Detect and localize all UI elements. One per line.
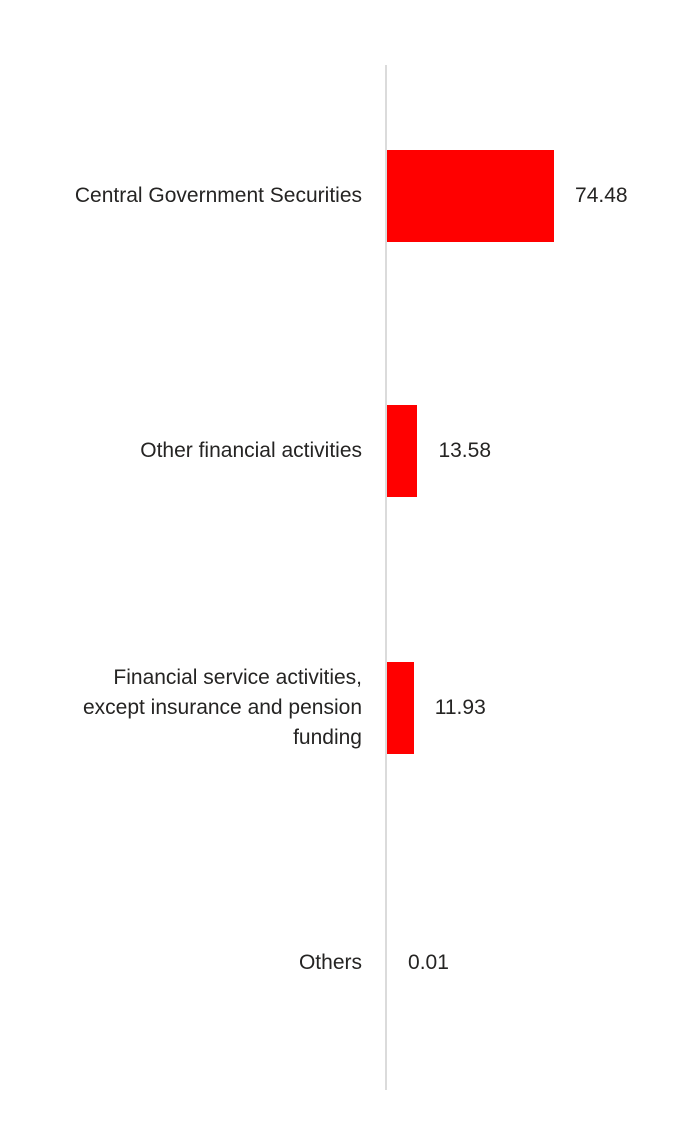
value-label: 74.48 [575, 184, 628, 207]
category-label: Central Government Securities [74, 184, 362, 207]
value-label: 13.58 [438, 439, 492, 462]
bar-financial-service-activities[interactable] [387, 662, 414, 754]
bar-row: Financial service activities, except ins… [0, 638, 690, 778]
value-label: 0.01 [408, 951, 449, 974]
bar-row: Central Government Securities 74.48 [0, 126, 690, 266]
category-label: Financial service activities, except ins… [82, 666, 362, 749]
bar-group: 11.93 [387, 662, 486, 754]
value-label: 11.93 [434, 696, 486, 719]
bar-row: Others 0.01 [0, 893, 690, 1033]
category-label: Others [298, 951, 362, 974]
bar-group: 0.01 [387, 917, 449, 1009]
category-label: Other financial activities [140, 439, 362, 462]
bar-group: 74.48 [387, 150, 628, 242]
bar-central-government-securities[interactable] [387, 150, 555, 242]
bar-other-financial-activities[interactable] [387, 405, 418, 497]
bar-group: 13.58 [387, 405, 491, 497]
bar-row: Other financial activities 13.58 [0, 381, 690, 521]
y-axis-line [385, 65, 387, 1090]
